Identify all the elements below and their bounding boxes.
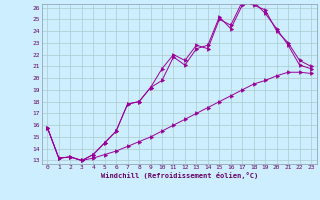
X-axis label: Windchill (Refroidissement éolien,°C): Windchill (Refroidissement éolien,°C) (100, 172, 258, 179)
